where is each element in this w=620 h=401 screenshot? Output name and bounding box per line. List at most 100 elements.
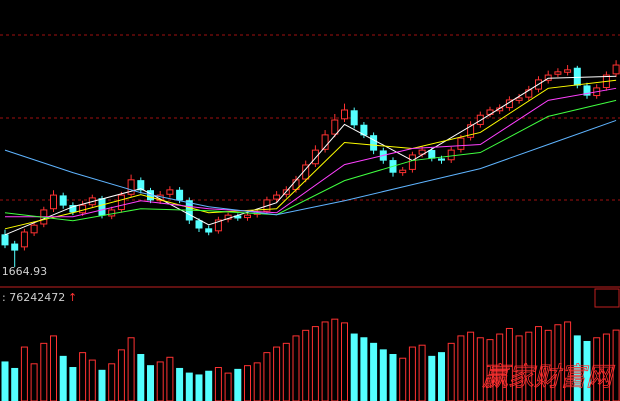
candle-body <box>350 110 358 126</box>
moving-average-line <box>4 99 617 222</box>
volume-bar <box>156 361 164 401</box>
volume-bar <box>447 342 455 401</box>
volume-bar <box>117 349 125 401</box>
volume-arrow: ↑ <box>68 291 77 304</box>
candle-body <box>79 204 87 214</box>
candle-body <box>321 134 329 150</box>
volume-bar <box>30 363 38 401</box>
moving-average-line <box>4 119 617 216</box>
volume-bar <box>418 344 426 401</box>
candle-body <box>166 189 174 195</box>
candle-body <box>234 215 242 219</box>
volume-bar <box>389 354 397 401</box>
volume-bar <box>69 367 77 401</box>
volume-bar <box>108 363 116 401</box>
candle-body <box>195 220 203 229</box>
moving-average-line <box>4 79 617 230</box>
candle-body <box>564 69 572 73</box>
candle-body <box>205 228 213 233</box>
volume-bar <box>224 372 232 401</box>
candle-body <box>525 89 533 98</box>
volume-bar <box>147 365 154 401</box>
volume-bar <box>302 329 310 401</box>
volume-bar <box>20 346 28 401</box>
candle-body <box>69 205 77 213</box>
volume-bar <box>263 352 271 401</box>
volume-bar <box>88 359 96 401</box>
volume-bar <box>379 349 387 401</box>
candle-body <box>50 194 57 210</box>
volume-bar <box>341 322 348 401</box>
candle-body <box>515 97 523 101</box>
volume-bar <box>185 372 193 401</box>
candle-body <box>583 85 591 96</box>
volume-bar <box>253 362 261 401</box>
volume-bar <box>535 326 542 401</box>
volume-bar <box>331 318 339 401</box>
volume-bar <box>195 374 203 401</box>
candle-body <box>244 214 251 219</box>
candle-body <box>467 124 475 138</box>
volume-bar <box>214 367 222 401</box>
volume-bar <box>457 335 465 401</box>
volume-bar <box>127 337 135 401</box>
candle-body <box>1 234 9 246</box>
volume-readout: : 76242472 <box>2 291 65 304</box>
volume-bar <box>602 333 610 401</box>
candle-body <box>341 109 348 120</box>
volume-bar <box>11 367 19 401</box>
volume-bar <box>544 329 552 401</box>
panel-button <box>594 288 620 308</box>
candle-body <box>273 194 281 200</box>
moving-average-line <box>4 75 617 236</box>
candle-body <box>428 150 436 159</box>
moving-average-line <box>5 87 617 218</box>
low-price-label: 1664.93 <box>2 265 48 278</box>
candle-body <box>59 195 67 206</box>
volume-bar <box>205 370 213 401</box>
candle-body <box>612 64 620 75</box>
volume-bar <box>292 335 300 401</box>
candle-body <box>447 149 455 161</box>
volume-bar <box>612 329 620 401</box>
volume-bar <box>408 346 416 401</box>
candle-body <box>214 219 222 232</box>
watermark: 赢家财富网 <box>482 363 615 393</box>
volume-bar <box>176 367 184 401</box>
volume-bar <box>282 342 290 401</box>
candle-body <box>137 180 145 191</box>
volume-bar <box>496 333 504 401</box>
volume-bar <box>350 333 358 401</box>
candle-body <box>331 119 339 135</box>
volume-bar <box>593 337 601 401</box>
candle-body <box>408 154 416 170</box>
candle-body <box>573 67 581 86</box>
candle-body <box>20 231 28 248</box>
candle-body <box>370 135 378 151</box>
volume-bar <box>476 337 484 401</box>
volume-bar <box>244 365 251 401</box>
candle-body <box>11 243 19 251</box>
volume-bar <box>1 361 9 401</box>
volume-bar <box>273 346 281 401</box>
volume-bar <box>583 340 591 401</box>
candle-body <box>30 224 38 234</box>
volume-bar <box>234 368 242 401</box>
volume-bar <box>40 342 48 401</box>
candle-body <box>544 74 552 81</box>
candle-body <box>98 198 106 216</box>
volume-bar <box>50 335 57 401</box>
volume-bar <box>137 354 145 401</box>
candle-body <box>311 149 319 165</box>
volume-bar <box>166 356 174 401</box>
volume-bar <box>59 355 67 401</box>
volume-bar <box>360 337 368 401</box>
volume-bar <box>98 369 106 401</box>
volume-bar <box>467 331 475 401</box>
volume-bar <box>370 342 378 401</box>
volume-bar <box>311 326 319 401</box>
candle-body <box>476 114 484 125</box>
candle-body <box>486 109 494 115</box>
candle-body <box>554 71 562 75</box>
